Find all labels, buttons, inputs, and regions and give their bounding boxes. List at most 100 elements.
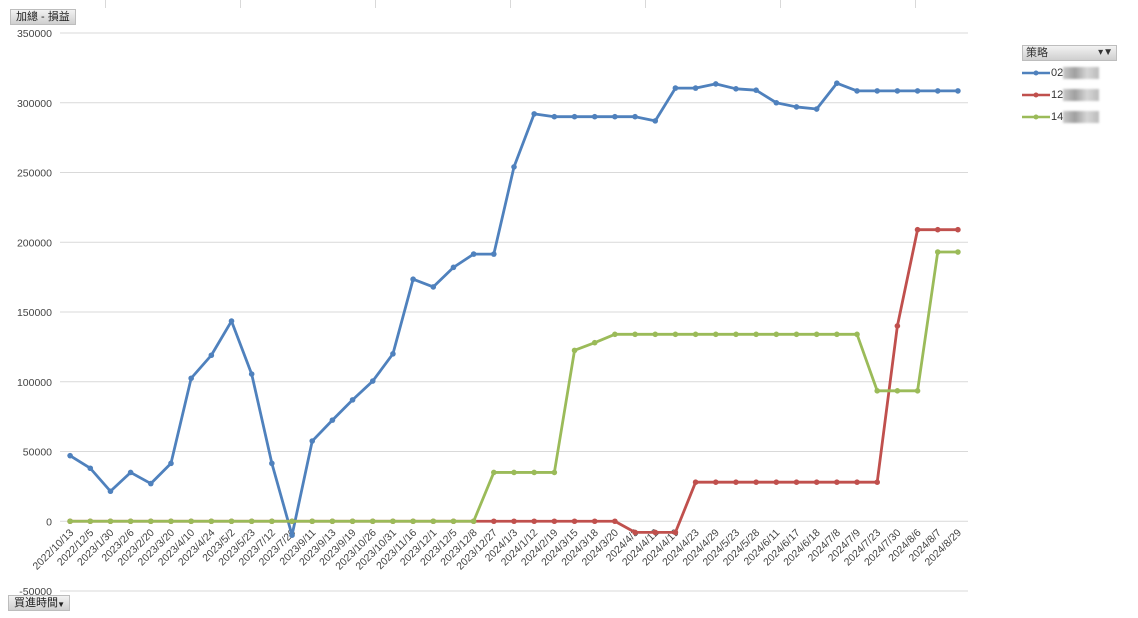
data-point — [390, 351, 396, 357]
data-point — [127, 518, 134, 525]
data-point — [934, 249, 941, 255]
data-point — [733, 479, 739, 485]
data-point — [269, 518, 275, 525]
legend: 策略 ▾▼ 02 12 14 — [1022, 45, 1117, 127]
data-point — [834, 80, 840, 87]
data-point — [612, 518, 618, 525]
data-point — [652, 529, 659, 536]
data-point — [753, 331, 759, 338]
data-point — [591, 339, 598, 346]
data-point — [309, 438, 316, 444]
data-point — [551, 469, 558, 476]
legend-line-icon — [1022, 92, 1050, 98]
data-point — [854, 331, 860, 338]
data-point — [410, 518, 416, 525]
value-field-button[interactable]: 加總 - 損益 — [10, 9, 76, 25]
data-point — [168, 518, 174, 525]
data-point — [571, 113, 578, 120]
legend-item[interactable]: 12 — [1022, 85, 1117, 105]
filter-icon[interactable]: ▾▼ — [1098, 47, 1113, 58]
y-tick-label: 200000 — [17, 237, 52, 249]
data-point — [531, 518, 537, 525]
data-point — [692, 331, 699, 338]
axis-field-button[interactable]: 買進時間 ▼ — [8, 595, 70, 611]
legend-line-icon — [1022, 114, 1050, 120]
data-point — [491, 469, 497, 476]
data-point — [854, 479, 860, 485]
data-point — [652, 331, 659, 338]
data-point — [168, 460, 174, 467]
data-point — [753, 479, 759, 485]
data-point — [228, 518, 235, 525]
y-tick-label: 300000 — [17, 98, 52, 110]
data-point — [793, 331, 800, 338]
legend-label: 12 — [1051, 89, 1064, 101]
data-point — [531, 111, 537, 117]
y-tick-label: 250000 — [17, 168, 52, 180]
data-point — [712, 331, 719, 338]
data-point — [470, 251, 477, 257]
data-point — [955, 249, 961, 255]
y-tick-label: 50000 — [23, 447, 52, 459]
legend-field-button[interactable]: 策略 ▾▼ — [1022, 45, 1117, 61]
data-point — [894, 88, 901, 94]
data-point — [874, 88, 880, 94]
data-point — [733, 86, 739, 92]
data-point — [309, 518, 316, 525]
data-point — [369, 518, 376, 525]
data-point — [955, 88, 961, 94]
data-point — [349, 397, 356, 403]
data-point — [148, 518, 154, 525]
data-point — [874, 479, 880, 485]
data-point — [813, 479, 820, 485]
data-point — [914, 88, 921, 94]
data-point — [632, 331, 638, 338]
data-point — [127, 469, 134, 476]
legend-item[interactable]: 02 — [1022, 63, 1117, 83]
data-point — [107, 518, 114, 525]
data-point — [531, 469, 537, 476]
y-tick-label: 350000 — [17, 28, 52, 40]
sheet-gridline — [240, 0, 241, 8]
data-point — [329, 518, 336, 525]
data-point — [773, 479, 780, 485]
data-point — [148, 480, 154, 487]
data-point — [894, 323, 901, 329]
data-point — [955, 226, 961, 233]
data-point — [188, 375, 194, 382]
data-point — [894, 388, 901, 394]
data-point — [834, 331, 840, 338]
line-chart: -500000500001000001500002000002500003000… — [17, 28, 968, 598]
data-point — [813, 331, 820, 338]
data-point — [87, 518, 94, 525]
sheet-gridline — [105, 0, 106, 8]
data-point — [329, 417, 336, 423]
data-point — [692, 85, 699, 91]
axis-field-label: 買進時間 — [14, 597, 58, 609]
redacted-text — [1063, 111, 1100, 123]
sheet-gridline — [375, 0, 376, 8]
data-point — [208, 518, 215, 525]
data-point — [672, 331, 679, 338]
data-point — [67, 452, 73, 459]
data-point — [289, 532, 295, 538]
data-point — [914, 388, 921, 394]
legend-label: 14 — [1051, 111, 1064, 123]
data-point — [672, 529, 679, 536]
data-point — [712, 81, 719, 87]
data-point — [632, 113, 638, 120]
data-point — [551, 518, 558, 525]
y-tick-label: 150000 — [17, 307, 52, 319]
data-point — [491, 251, 497, 257]
data-point — [228, 318, 235, 324]
data-point — [289, 518, 295, 525]
data-point — [934, 226, 941, 233]
data-point — [511, 164, 517, 170]
data-point — [188, 518, 194, 525]
data-point — [390, 518, 396, 525]
data-point — [692, 479, 699, 485]
sheet-gridline — [510, 0, 511, 8]
data-point — [551, 113, 558, 120]
legend-item[interactable]: 14 — [1022, 107, 1117, 127]
data-point — [591, 518, 598, 525]
